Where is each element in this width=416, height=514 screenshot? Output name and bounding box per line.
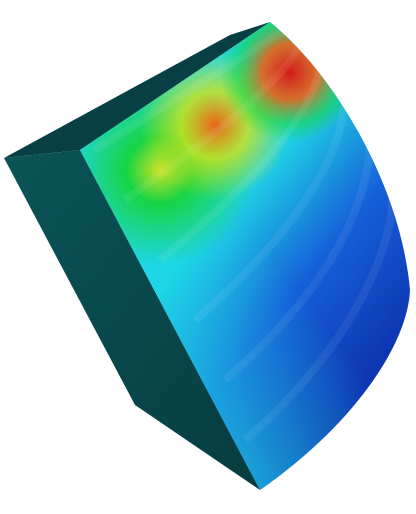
facet-lines bbox=[92, 26, 396, 444]
side-face bbox=[4, 150, 260, 490]
top-face bbox=[4, 22, 270, 158]
